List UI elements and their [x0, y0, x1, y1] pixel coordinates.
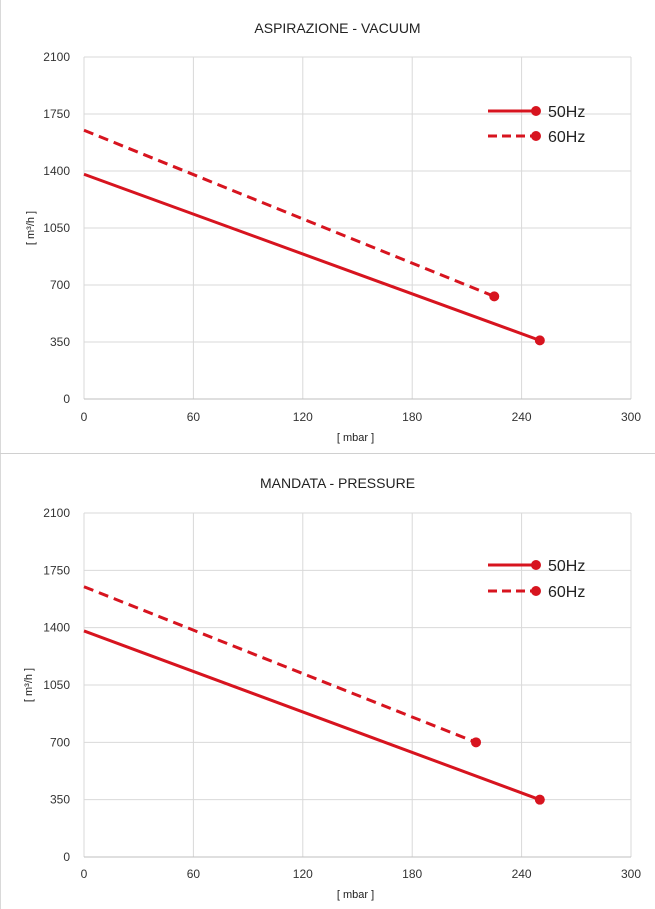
y-tick-label: 1050 — [43, 221, 70, 235]
x-tick-label: 0 — [81, 410, 88, 424]
chart-title: MANDATA - PRESSURE — [260, 475, 415, 491]
series-line-50hz — [83, 629, 541, 802]
y-tick-label: 1750 — [43, 563, 70, 577]
x-tick-label: 0 — [81, 867, 88, 881]
series-end-marker-50hz — [534, 335, 545, 346]
y-tick-label: 350 — [50, 335, 70, 349]
y-tick-label: 1050 — [43, 678, 70, 692]
x-tick-label: 120 — [293, 867, 313, 881]
chart-panel-pressure: MANDATA - PRESSURE 0 60 120 180 240 300 0 350 700… — [0, 454, 655, 909]
y-tick-label: 700 — [50, 278, 70, 292]
y-tick-label: 1750 — [43, 107, 70, 121]
legend-marker-60hz — [531, 131, 541, 141]
x-tick-label: 300 — [621, 410, 641, 424]
legend-marker-50hz — [531, 106, 541, 116]
series-line-50hz — [83, 172, 541, 342]
y-tick-label: 2100 — [43, 50, 70, 64]
y-tick-label: 0 — [63, 392, 70, 406]
y-axis-label: [ m³/h ] — [25, 211, 37, 245]
x-tick-label: 180 — [402, 410, 422, 424]
legend-label-60hz: 60Hz — [548, 129, 585, 146]
series-end-marker-60hz — [471, 737, 482, 748]
x-tick-label: 60 — [187, 867, 201, 881]
y-tick-label: 0 — [63, 850, 70, 864]
x-axis-label: [ mbar ] — [337, 889, 374, 901]
series-line-60hz — [83, 128, 495, 298]
x-axis-label: [ mbar ] — [337, 432, 374, 444]
series-end-marker-60hz — [489, 291, 500, 302]
chart-panel-vacuum: ASPIRAZIONE - VACUUM 0 60 120 180 240 300 0 350 7… — [0, 0, 655, 453]
legend-marker-50hz — [531, 560, 541, 570]
y-tick-label: 700 — [50, 735, 70, 749]
chart-title: ASPIRAZIONE - VACUUM — [254, 20, 420, 36]
series-end-marker-50hz — [534, 794, 545, 805]
y-tick-label: 1400 — [43, 164, 70, 178]
x-tick-label: 240 — [512, 867, 532, 881]
legend-marker-60hz — [531, 586, 541, 596]
chart-vacuum: ASPIRAZIONE - VACUUM 0 60 120 180 240 300 0 350 7… — [25, 20, 641, 444]
legend-label-50hz: 50Hz — [548, 104, 585, 121]
y-axis-label: [ m³/h ] — [23, 668, 35, 702]
x-tick-label: 240 — [512, 410, 532, 424]
series-line-60hz — [83, 585, 477, 744]
x-tick-label: 180 — [402, 867, 422, 881]
y-tick-label: 1400 — [43, 621, 70, 635]
y-tick-label: 350 — [50, 793, 70, 807]
chart-pressure: MANDATA - PRESSURE 0 60 120 180 240 300 0 350 700… — [23, 475, 641, 901]
x-tick-label: 300 — [621, 867, 641, 881]
y-tick-label: 2100 — [43, 506, 70, 520]
panel-divider — [0, 453, 655, 454]
x-tick-label: 60 — [187, 410, 201, 424]
legend-label-50hz: 50Hz — [548, 558, 585, 575]
legend-label-60hz: 60Hz — [548, 584, 585, 601]
x-tick-label: 120 — [293, 410, 313, 424]
